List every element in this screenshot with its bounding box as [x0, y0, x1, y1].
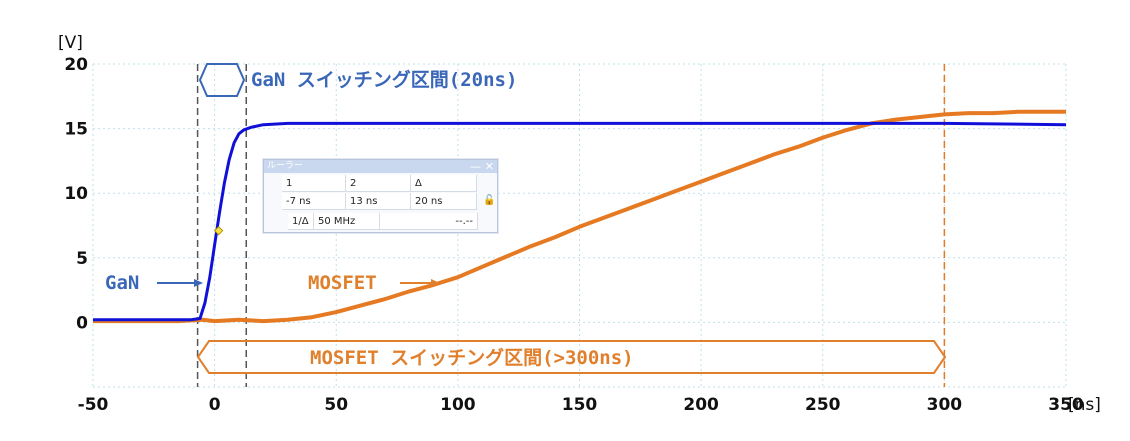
gan-window-bracket [198, 63, 246, 97]
close-icon[interactable]: ✕ [484, 160, 494, 173]
y-tick-label: 15 [64, 120, 88, 140]
ruler-header-delta: Δ [411, 175, 477, 192]
x-tick-label: -50 [78, 395, 109, 415]
ruler-title: ルーラー [267, 161, 304, 171]
series-lines [93, 109, 1067, 324]
series-line-mosfet [93, 109, 1066, 324]
ruler-value-1: -7 ns [282, 193, 346, 210]
mosfet-window-bracket [196, 340, 947, 374]
x-tick-label: 150 [562, 395, 598, 415]
gan-arrow-head [194, 279, 203, 287]
x-unit-label: [ns] [1068, 395, 1101, 415]
ruler-titlebar[interactable]: ルーラー — ✕ [264, 160, 497, 173]
gan-window-label: GaN スイッチング区間(20ns) [251, 68, 517, 91]
x-tick-label: 250 [805, 395, 841, 415]
y-tick-label: 0 [76, 313, 88, 333]
ruler-value-delta: 20 ns [411, 193, 477, 210]
y-tick-label: 10 [64, 184, 88, 204]
ruler-header-1: 1 [282, 175, 346, 192]
lock-icon[interactable]: 🔓 [483, 195, 496, 206]
axis-ticks: -50 0 50 100 150 200 250 300 350 0 5 10 15 20 [64, 55, 1084, 415]
time-markers [196, 64, 946, 387]
series-line-gan [93, 121, 1067, 322]
x-tick-label: 350 [1048, 395, 1084, 415]
mosfet-window-label: MOSFET スイッチング区間(>300ns) [310, 346, 634, 369]
ruler-header-2: 2 [346, 175, 411, 192]
ruler-extra-value: --.-- [380, 213, 478, 230]
gan-label: GaN [105, 272, 139, 294]
cursor-point-marker [213, 225, 224, 236]
y-unit-label: [V] [58, 33, 83, 53]
ruler-panel[interactable]: ルーラー — ✕ 1 2 Δ -7 ns 13 ns 20 ns 🔓 1/Δ 5… [263, 159, 498, 233]
y-tick-label: 20 [64, 55, 88, 75]
ruler-freq-label: 1/Δ [288, 213, 314, 230]
x-tick-label: 100 [440, 395, 476, 415]
y-tick-label: 5 [76, 249, 88, 269]
x-tick-label: 200 [683, 395, 719, 415]
x-tick-label: 300 [927, 395, 963, 415]
mosfet-label: MOSFET [308, 272, 377, 294]
x-tick-label: 50 [324, 395, 348, 415]
ruler-value-2: 13 ns [346, 193, 411, 210]
x-tick-label: 0 [209, 395, 221, 415]
mosfet-arrow-head [431, 279, 440, 287]
minimize-icon[interactable]: — [470, 160, 481, 173]
ruler-freq-value: 50 MHz [314, 213, 380, 230]
